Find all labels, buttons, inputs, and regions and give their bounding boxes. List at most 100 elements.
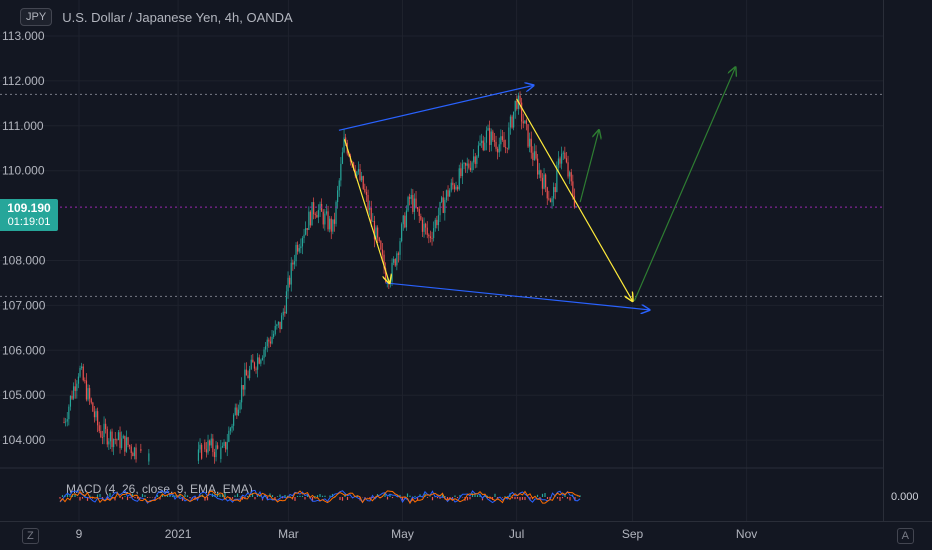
candle-body (114, 439, 116, 440)
candle-body (469, 167, 472, 171)
candle-body (289, 277, 291, 285)
candle-body (337, 190, 339, 203)
candle-body (130, 446, 132, 453)
candle-body (89, 388, 91, 399)
candle-body (377, 227, 379, 238)
candle-body (124, 435, 126, 452)
candle-body (359, 169, 361, 181)
candle-body (353, 162, 355, 170)
candle-body (297, 244, 299, 252)
candle-body (148, 453, 150, 462)
zoom-corner-button[interactable]: Z (22, 528, 39, 544)
candle-body (449, 190, 451, 197)
candle-body (434, 219, 436, 229)
candle-body (460, 168, 462, 177)
x-tick-label: May (391, 527, 414, 541)
candle-body (250, 359, 252, 369)
candle-body (412, 195, 414, 212)
candle-body (516, 100, 518, 109)
candle-body (575, 205, 577, 207)
candle-body (533, 151, 536, 161)
y-tick-label: 112.000 (2, 74, 45, 88)
candle-body (90, 398, 92, 403)
candle-body (201, 444, 203, 459)
x-tick-label: 2021 (165, 527, 192, 541)
candle-body (215, 445, 217, 458)
candle-body (564, 152, 566, 159)
candle-body (514, 100, 516, 112)
candle-body (548, 198, 550, 200)
candle-body (482, 140, 484, 151)
macd-pane: MACD (4, 26, close, 9, EMA, EMA) 0.000 (59, 482, 919, 505)
price-scale[interactable] (883, 0, 932, 522)
candle-body (356, 171, 358, 176)
symbol-badge[interactable]: JPY (20, 8, 53, 26)
candle-body (284, 311, 286, 314)
candle-body (266, 339, 268, 347)
candle-body (543, 174, 545, 189)
candle-body (380, 241, 382, 250)
candle-body (273, 333, 275, 338)
candle-body (527, 124, 529, 147)
candle-body (85, 380, 88, 400)
candle-body (121, 438, 123, 448)
candle-body (327, 211, 329, 230)
candle-body (401, 224, 403, 242)
candle-body (258, 357, 260, 364)
chart-header: JPY U.S. Dollar / Japanese Yen, 4h, OAND… (20, 8, 293, 26)
candle-body (204, 442, 206, 450)
candle-body (73, 386, 75, 399)
candle-body (340, 163, 342, 181)
candle-body (479, 143, 481, 146)
candle-body (93, 411, 96, 418)
candle-body (338, 180, 340, 191)
candle-body (207, 440, 209, 453)
candle-body (567, 162, 569, 177)
candle-body (265, 346, 267, 350)
candle-body (570, 172, 572, 182)
candle-body (513, 111, 515, 128)
candle-body (125, 437, 128, 452)
candle-body (223, 442, 225, 446)
candle-body (343, 137, 345, 153)
candle-body (228, 430, 230, 442)
candle-body (324, 213, 326, 225)
candle-body (501, 136, 504, 140)
candle-body (418, 209, 420, 217)
candle-body (461, 163, 464, 177)
candle-body (541, 177, 544, 189)
candle-body (81, 366, 83, 368)
candle-body (373, 220, 376, 240)
candle-body (309, 211, 312, 226)
candle-body (445, 190, 448, 200)
candle-body (97, 411, 99, 426)
candle-body (135, 447, 137, 460)
candle-body (498, 144, 500, 153)
candle-body (495, 141, 497, 149)
time-scale[interactable] (0, 521, 932, 550)
candle-body (551, 198, 553, 203)
candle-body (122, 435, 124, 439)
candle-body (335, 202, 337, 224)
candle-body (322, 211, 324, 225)
candle-countdown: 01:19:01 (7, 216, 51, 228)
candle-body (255, 368, 257, 370)
candle-body (428, 234, 430, 237)
candle-body (101, 437, 104, 438)
candle-body (234, 407, 236, 415)
y-tick-label: 111.000 (2, 119, 44, 133)
auto-scale-button[interactable]: A (896, 528, 914, 544)
candle-body (381, 249, 384, 255)
candle-body (399, 241, 401, 255)
candle-body (474, 156, 476, 164)
candle-body (236, 407, 238, 416)
candle-body (404, 215, 406, 228)
candle-body (241, 384, 243, 403)
candle-body (229, 428, 232, 431)
y-tick-label: 107.000 (2, 298, 46, 312)
candle-body (521, 102, 523, 122)
y-tick-label: 113.000 (2, 29, 45, 43)
candle-body (402, 215, 404, 225)
candle-body (209, 440, 211, 446)
